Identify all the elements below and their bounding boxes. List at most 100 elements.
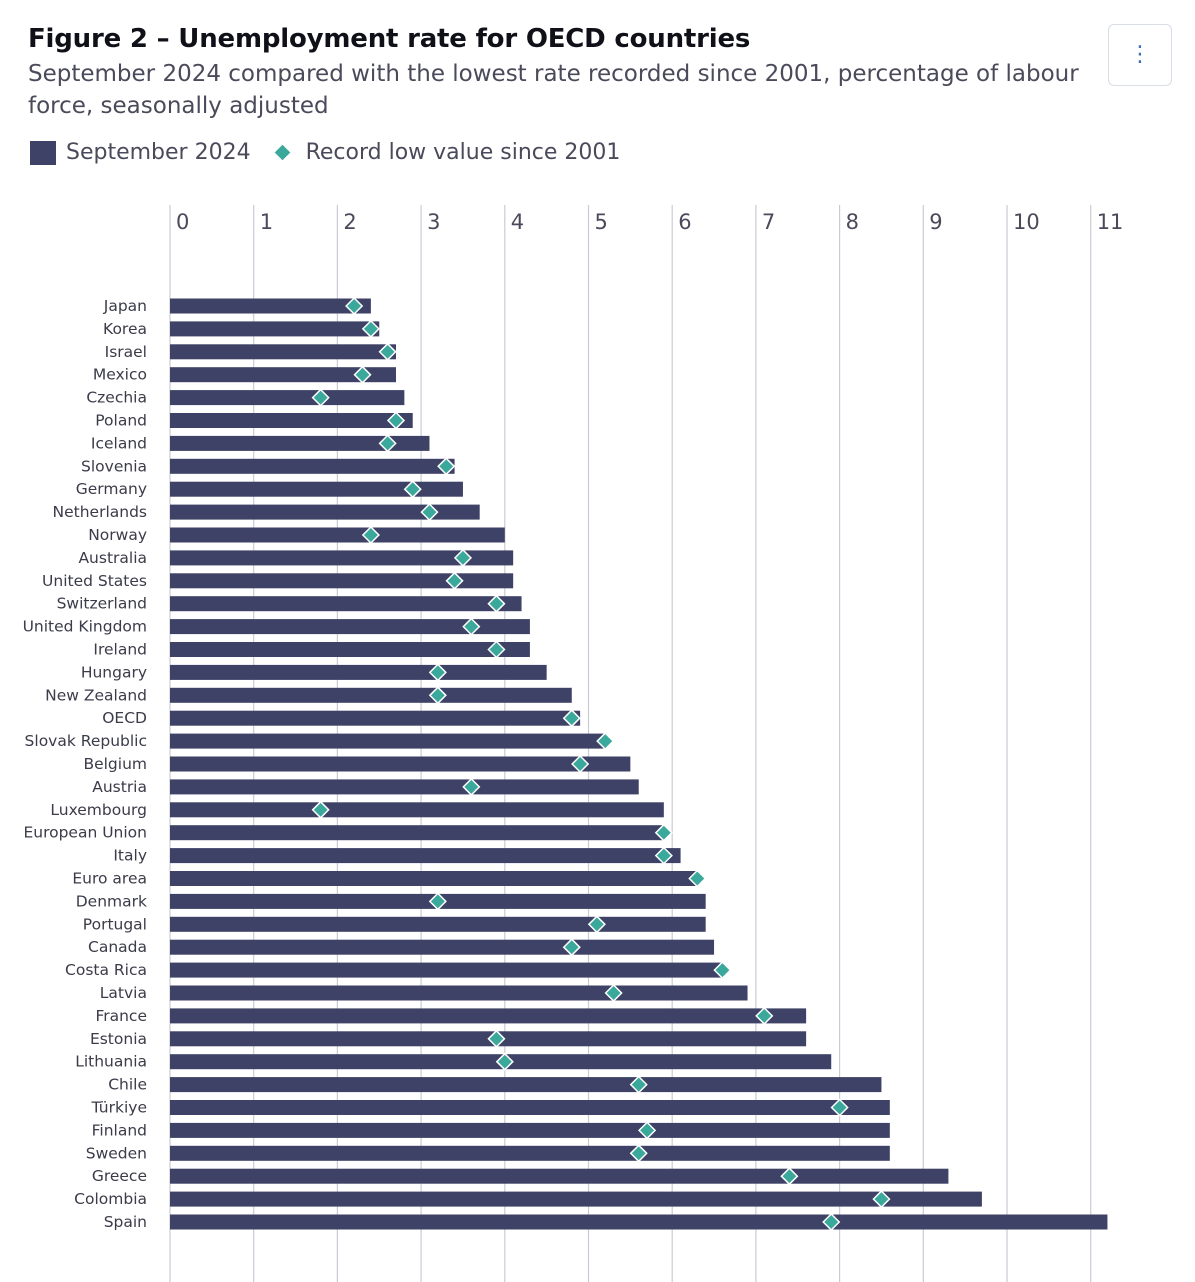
bar[interactable] xyxy=(170,756,631,772)
record-low-marker[interactable] xyxy=(688,869,707,888)
bar[interactable] xyxy=(170,298,371,314)
category-label: France xyxy=(95,1007,147,1025)
bar[interactable] xyxy=(170,458,455,474)
record-low-marker[interactable] xyxy=(562,938,581,957)
bar[interactable] xyxy=(170,550,514,566)
bar[interactable] xyxy=(170,1145,890,1161)
bar[interactable] xyxy=(170,596,522,612)
bar[interactable] xyxy=(170,367,396,383)
category-label: Lithuania xyxy=(75,1053,147,1071)
record-low-marker[interactable] xyxy=(629,1144,648,1163)
bar[interactable] xyxy=(170,779,639,795)
bar[interactable] xyxy=(170,664,547,680)
record-low-marker[interactable] xyxy=(437,457,456,476)
bar[interactable] xyxy=(170,687,572,703)
record-low-marker[interactable] xyxy=(386,411,406,430)
x-tick-label-10: 10 xyxy=(1013,210,1040,234)
bar[interactable] xyxy=(170,573,514,589)
record-low-marker[interactable] xyxy=(495,1052,514,1071)
bar[interactable] xyxy=(170,527,505,543)
record-low-marker[interactable] xyxy=(378,342,397,361)
record-low-marker[interactable] xyxy=(713,961,732,980)
record-low-marker[interactable] xyxy=(487,594,506,613)
bar[interactable] xyxy=(170,344,396,360)
record-low-marker[interactable] xyxy=(755,1006,774,1025)
record-low-marker[interactable] xyxy=(311,800,330,819)
bar[interactable] xyxy=(170,871,698,886)
chart-menu-button[interactable]: ⋮ xyxy=(1108,24,1172,86)
bar[interactable] xyxy=(170,390,405,406)
chart-subtitle: September 2024 compared with the lowest … xyxy=(28,61,1079,119)
record-low-marker[interactable] xyxy=(487,640,506,659)
record-low-marker[interactable] xyxy=(587,915,606,934)
bar[interactable] xyxy=(170,733,606,749)
bar[interactable] xyxy=(170,1191,982,1207)
record-low-marker[interactable] xyxy=(420,503,439,522)
record-low-marker[interactable] xyxy=(428,686,447,705)
bar[interactable] xyxy=(170,802,664,818)
bar[interactable] xyxy=(170,1214,1108,1230)
category-label: Portugal xyxy=(83,915,147,933)
bar[interactable] xyxy=(170,1168,949,1184)
category-label: United States xyxy=(42,572,147,590)
record-low-marker[interactable] xyxy=(462,617,481,636)
record-low-marker[interactable] xyxy=(345,296,364,316)
bar[interactable] xyxy=(170,1077,882,1093)
record-low-marker[interactable] xyxy=(780,1167,799,1186)
record-low-marker[interactable] xyxy=(822,1212,841,1232)
bar[interactable] xyxy=(170,1100,890,1115)
x-tick-label-11: 11 xyxy=(1097,210,1124,234)
record-low-marker[interactable] xyxy=(830,1098,849,1117)
bar[interactable] xyxy=(170,962,723,978)
record-low-marker[interactable] xyxy=(654,823,673,842)
bar[interactable] xyxy=(170,413,413,428)
bars xyxy=(170,298,1108,1230)
record-low-marker[interactable] xyxy=(311,388,330,407)
record-low-marker[interactable] xyxy=(638,1121,657,1140)
legend-marker-label: Record low value since 2001 xyxy=(305,140,621,165)
bar[interactable] xyxy=(170,985,748,1001)
record-low-marker[interactable] xyxy=(453,548,473,567)
record-low-marker[interactable] xyxy=(462,777,481,796)
record-low-marker[interactable] xyxy=(353,365,372,384)
category-label: Türkiye xyxy=(90,1099,147,1117)
bar[interactable] xyxy=(170,504,480,520)
record-low-marker[interactable] xyxy=(361,525,380,545)
x-tick-label-1: 1 xyxy=(260,210,273,234)
bar[interactable] xyxy=(170,848,681,864)
record-low-marker[interactable] xyxy=(487,1029,506,1048)
bar[interactable] xyxy=(170,321,380,337)
bar[interactable] xyxy=(170,939,715,955)
bar[interactable] xyxy=(170,619,530,635)
category-label: Switzerland xyxy=(57,595,147,613)
category-labels: Japan Korea Israel Mexico Czechia Poland Icela… xyxy=(23,297,147,1231)
x-tick-label-4: 4 xyxy=(511,210,524,234)
bar[interactable] xyxy=(170,642,530,657)
bar[interactable] xyxy=(170,916,706,932)
record-low-marker[interactable] xyxy=(445,571,464,590)
bar[interactable] xyxy=(170,1122,890,1138)
record-low-marker[interactable] xyxy=(428,892,447,911)
record-low-marker[interactable] xyxy=(596,732,615,751)
category-label: Belgium xyxy=(83,755,147,773)
record-low-marker[interactable] xyxy=(654,846,673,865)
bar[interactable] xyxy=(170,710,581,726)
record-low-marker[interactable] xyxy=(604,983,623,1003)
category-label: Slovak Republic xyxy=(25,732,147,750)
category-label: Ireland xyxy=(93,641,147,659)
category-label: Austria xyxy=(92,778,147,796)
record-low-marker[interactable] xyxy=(378,434,397,453)
record-low-marker[interactable] xyxy=(428,663,447,682)
record-low-marker[interactable] xyxy=(571,754,590,774)
record-low-marker[interactable] xyxy=(403,480,422,499)
category-label: OECD xyxy=(102,709,147,727)
x-tick-label-3: 3 xyxy=(427,210,440,234)
bar[interactable] xyxy=(170,435,430,451)
record-low-marker[interactable] xyxy=(629,1075,648,1094)
record-low-marker[interactable] xyxy=(361,319,380,338)
bar[interactable] xyxy=(170,1008,807,1024)
record-low-marker[interactable] xyxy=(562,709,581,728)
bar[interactable] xyxy=(170,481,463,497)
bar[interactable] xyxy=(170,825,664,841)
record-low-marker[interactable] xyxy=(872,1190,891,1209)
